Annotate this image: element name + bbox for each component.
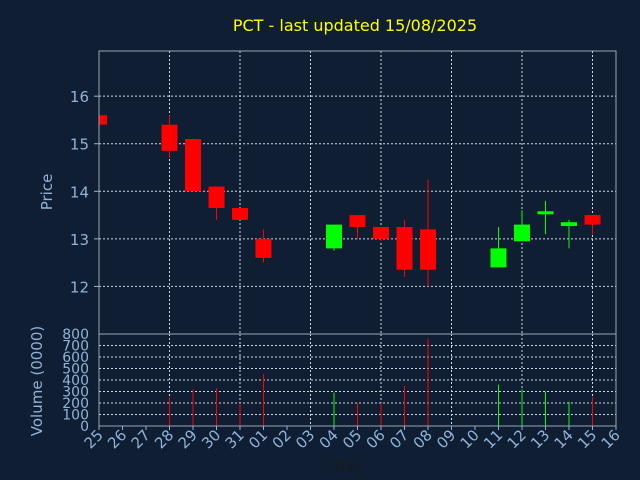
candle-body: [232, 207, 248, 220]
candle-body: [490, 248, 507, 268]
x-tick-labels: 2526272829303101020304050607080910111213…: [81, 426, 624, 452]
candle-body: [514, 224, 530, 242]
volume-bars: [169, 338, 593, 426]
price-tick-label: 12: [70, 278, 89, 296]
price-tick-label: 16: [70, 88, 89, 106]
price-tick-labels: 12 13 14 15 16: [70, 88, 89, 296]
candle-body: [99, 115, 107, 125]
candle-body: [373, 226, 389, 239]
volume-tick-label: 400: [62, 373, 89, 389]
volume-tick-label: 800: [62, 327, 89, 343]
volume-axis-label: Volume (0000): [28, 326, 46, 436]
candle-body: [326, 224, 342, 249]
volume-tick-label: 0: [80, 419, 89, 435]
volume-tick-label: 200: [62, 396, 89, 412]
volume-tick-label: 700: [62, 339, 89, 355]
candles: [98, 115, 601, 287]
candle-body: [537, 211, 554, 215]
price-tick-label: 15: [70, 136, 89, 154]
candle-body: [208, 186, 225, 208]
volume-tick-label: 100: [62, 408, 89, 424]
candle-body: [420, 229, 436, 270]
volume-tick-label: 500: [62, 362, 89, 378]
price-tick-label: 14: [70, 183, 89, 201]
candle-body: [255, 238, 272, 258]
price-grid: [94, 51, 616, 334]
candle-body: [396, 226, 413, 270]
candle-body: [584, 215, 601, 225]
volume-tick-label: 300: [62, 385, 89, 401]
x-axis-label: Day: [334, 459, 362, 475]
candle-body: [561, 222, 577, 227]
price-axis-label: Price: [38, 174, 56, 211]
candle-body: [185, 138, 201, 192]
chart-title: PCT - last updated 15/08/2025: [233, 16, 477, 35]
candle-body: [349, 215, 366, 227]
volume-panel-frame: [98, 333, 617, 427]
candle-body: [161, 124, 178, 151]
volume-tick-label: 600: [62, 350, 89, 366]
price-tick-label: 13: [70, 231, 89, 249]
